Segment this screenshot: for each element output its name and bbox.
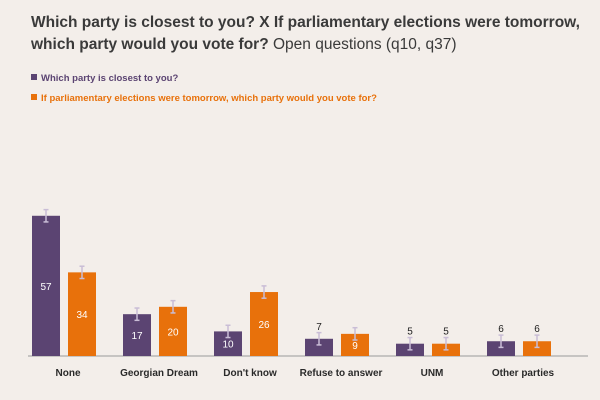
data-label-1-3: 9 [352, 341, 358, 352]
data-label-1-4: 5 [443, 327, 449, 338]
data-label-0-4: 5 [407, 327, 413, 338]
x-tick-label-0: None [56, 368, 81, 379]
bar-1-0 [68, 272, 96, 356]
bar-0-0 [32, 215, 60, 356]
data-label-0-0: 57 [40, 282, 52, 293]
data-label-1-1: 20 [167, 327, 179, 338]
data-label-1-0: 34 [76, 310, 88, 321]
legend-label-closest: Which party is closest to you? [41, 73, 179, 84]
bar-1-5 [523, 341, 551, 356]
legend-item-vote: If parliamentary elections were tomorrow… [31, 93, 377, 104]
legend-swatch-vote [31, 94, 37, 100]
x-tick-label-1: Georgian Dream [120, 368, 198, 379]
legend-swatch-closest [31, 74, 37, 80]
data-label-1-5: 6 [534, 324, 540, 335]
bar-1-3 [341, 333, 369, 356]
bar-0-1 [123, 314, 151, 356]
data-label-0-5: 6 [498, 324, 504, 335]
x-tick-label-4: UNM [421, 368, 444, 379]
bar-0-3 [305, 338, 333, 356]
legend-item-closest: Which party is closest to you? [31, 73, 178, 84]
x-tick-label-2: Don't know [223, 368, 277, 379]
chart-title-subtitle: Open questions (q10, q37) [273, 36, 457, 53]
chart-title: Which party is closest to you? X If parl… [31, 12, 591, 56]
bar-1-2 [250, 292, 278, 356]
data-label-0-2: 10 [222, 340, 234, 351]
data-label-0-3: 7 [316, 322, 322, 333]
data-label-1-2: 26 [258, 320, 270, 331]
data-label-0-1: 17 [131, 331, 143, 342]
chart-title-bold: Which party is closest to you? X If parl… [31, 14, 580, 53]
bar-1-1 [159, 306, 187, 356]
x-tick-label-3: Refuse to answer [300, 368, 383, 379]
legend-label-vote: If parliamentary elections were tomorrow… [41, 93, 377, 104]
bar-0-5 [487, 341, 515, 356]
x-tick-label-5: Other parties [492, 368, 555, 379]
